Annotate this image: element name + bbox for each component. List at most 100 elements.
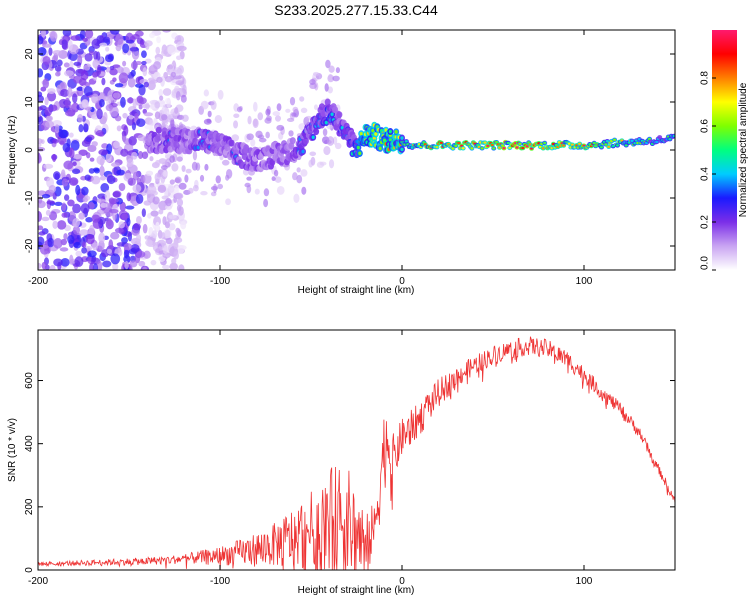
colorbar: 0.0 0.2 0.4 0.6 0.8 Normalized spectral ampl… bbox=[700, 30, 749, 271]
noise-blob bbox=[313, 104, 319, 110]
noise-blob bbox=[151, 230, 158, 239]
ridge-core bbox=[630, 139, 634, 143]
ridge-core bbox=[372, 136, 376, 141]
spectrogram-y-ticks: -20 -10 0 10 20 bbox=[24, 48, 675, 253]
ridge-core bbox=[358, 151, 362, 156]
noise-blob bbox=[38, 236, 45, 247]
noise-blob bbox=[215, 175, 221, 184]
noise-blob bbox=[154, 111, 161, 120]
noise-blob bbox=[182, 84, 187, 95]
ridge-core bbox=[470, 147, 474, 150]
noise-blob bbox=[293, 193, 300, 203]
noise-blob bbox=[254, 188, 260, 195]
noise-blob bbox=[123, 125, 129, 136]
spectrogram-y-label: Frequency (Hz) bbox=[7, 116, 18, 185]
noise-blob bbox=[167, 64, 174, 70]
noise-blob bbox=[332, 136, 338, 145]
noise-blob bbox=[42, 55, 51, 65]
noise-blob bbox=[71, 103, 77, 110]
noise-blob bbox=[91, 141, 98, 147]
noise-blob bbox=[88, 168, 95, 174]
spectrogram-y-tick-label: 0 bbox=[24, 147, 35, 153]
noise-blob bbox=[253, 118, 258, 127]
noise-blob bbox=[79, 30, 86, 40]
noise-blob bbox=[45, 209, 51, 216]
noise-blob bbox=[168, 223, 176, 231]
noise-blob bbox=[247, 115, 252, 125]
noise-blob bbox=[98, 232, 106, 244]
noise-blob bbox=[136, 250, 146, 258]
noise-blob bbox=[286, 117, 295, 123]
spectrogram-y-tick-label: -20 bbox=[24, 238, 35, 253]
noise-blob bbox=[38, 111, 42, 118]
colorbar-tick-label: 0.2 bbox=[700, 215, 711, 229]
noise-blob bbox=[56, 84, 62, 94]
noise-blob bbox=[63, 62, 70, 68]
noise-blob bbox=[163, 71, 169, 79]
noise-blob bbox=[150, 79, 159, 84]
noise-blob bbox=[265, 108, 271, 116]
noise-blob bbox=[96, 198, 106, 204]
noise-blob bbox=[131, 33, 140, 40]
noise-blob bbox=[61, 39, 68, 50]
ridge-core bbox=[518, 142, 522, 146]
noise-blob bbox=[135, 193, 144, 204]
noise-blob bbox=[131, 200, 138, 207]
noise-blob bbox=[45, 120, 54, 128]
noise-blob bbox=[69, 132, 74, 138]
ridge-core bbox=[521, 146, 525, 150]
noise-blob bbox=[158, 209, 164, 215]
noise-blob bbox=[85, 136, 93, 142]
noise-blob bbox=[271, 176, 276, 182]
spectrogram-x-label: Height of straight line (km) bbox=[298, 285, 415, 296]
noise-blob bbox=[328, 73, 333, 81]
noise-blob bbox=[53, 258, 63, 267]
noise-blob bbox=[154, 101, 161, 109]
noise-blob bbox=[161, 113, 168, 121]
noise-blob bbox=[103, 95, 110, 102]
noise-blob bbox=[136, 177, 141, 186]
ridge-core bbox=[330, 112, 334, 117]
noise-blob bbox=[38, 46, 47, 57]
noise-blob bbox=[319, 161, 327, 166]
noise-blob bbox=[162, 170, 168, 177]
noise-blob bbox=[141, 103, 151, 109]
noise-blob bbox=[150, 210, 159, 217]
noise-blob bbox=[126, 217, 131, 227]
ridge-mark bbox=[155, 126, 162, 134]
ridge-core bbox=[599, 146, 604, 149]
noise-blob bbox=[72, 225, 81, 235]
noise-blob bbox=[63, 70, 74, 77]
noise-blob bbox=[99, 98, 105, 108]
noise-blob bbox=[84, 174, 91, 181]
noise-blob bbox=[146, 185, 157, 195]
ridge-core bbox=[500, 144, 505, 147]
noise-blob bbox=[53, 238, 63, 249]
snr-x-tick-label: -200 bbox=[28, 576, 48, 587]
noise-blob bbox=[203, 89, 209, 97]
noise-blob bbox=[210, 100, 217, 110]
snr-panel: -200 -100 0 100 0 200 400 600 Height of straig… bbox=[7, 329, 676, 596]
noise-blob bbox=[80, 70, 89, 81]
noise-blob bbox=[61, 178, 69, 187]
noise-blob bbox=[328, 159, 335, 169]
noise-blob bbox=[136, 215, 142, 225]
noise-blob bbox=[38, 196, 43, 204]
snr-y-label: SNR (10 * v/v) bbox=[7, 418, 18, 482]
noise-blob bbox=[61, 169, 66, 178]
noise-blob bbox=[173, 239, 179, 250]
noise-blob bbox=[171, 257, 177, 265]
ridge-core bbox=[400, 147, 404, 152]
noise-blob bbox=[250, 138, 256, 147]
ridge-core bbox=[400, 136, 404, 140]
noise-blob bbox=[48, 47, 53, 56]
noise-blob bbox=[122, 60, 127, 67]
noise-blob bbox=[112, 92, 121, 99]
noise-blob bbox=[127, 177, 136, 186]
noise-blob bbox=[276, 124, 285, 131]
noise-blob bbox=[114, 83, 124, 88]
noise-blob bbox=[147, 213, 152, 219]
noise-blob bbox=[120, 96, 126, 108]
noise-blob bbox=[105, 46, 110, 52]
noise-blob bbox=[181, 114, 189, 122]
